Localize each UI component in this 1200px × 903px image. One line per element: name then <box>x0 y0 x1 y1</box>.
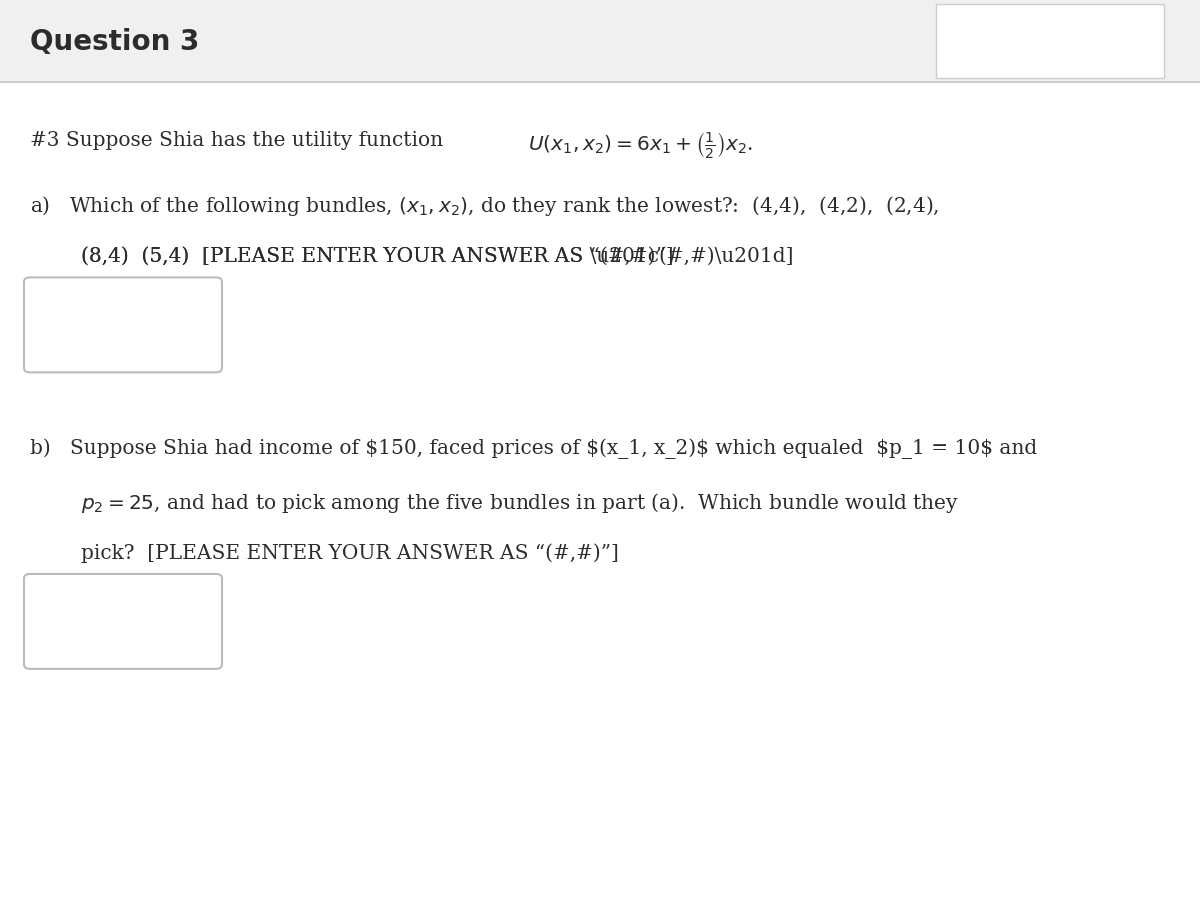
Text: #3 Suppose Shia has the utility function: #3 Suppose Shia has the utility function <box>30 131 456 150</box>
Text: $p_2 = 25$, and had to pick among the five bundles in part (a).  Which bundle wo: $p_2 = 25$, and had to pick among the fi… <box>30 490 959 515</box>
Text: Question 3: Question 3 <box>30 28 199 55</box>
Text: pick?  [PLEASE ENTER YOUR ANSWER AS “(#,#)”]: pick? [PLEASE ENTER YOUR ANSWER AS “(#,#… <box>30 543 619 563</box>
Text: a)   Which of the following bundles, $(x_1, x_2)$, do they rank the lowest?:  (4: a) Which of the following bundles, $(x_1… <box>30 194 940 219</box>
Text: $U(x_1, x_2) = 6x_1 + \left(\frac{1}{2}\right)x_2$.: $U(x_1, x_2) = 6x_1 + \left(\frac{1}{2}\… <box>528 131 754 161</box>
Text: (8,4)  (5,4)  [PLEASE ENTER YOUR ANSWER AS \u201c(#,#)\u201d]: (8,4) (5,4) [PLEASE ENTER YOUR ANSWER AS… <box>30 247 793 265</box>
Text: b)   Suppose Shia had income of $150, faced prices of $(x_1, x_2)$ which equaled: b) Suppose Shia had income of $150, face… <box>30 438 1037 459</box>
Text: (8,4)  (5,4)  [PLEASE ENTER YOUR ANSWER AS “(#,#)”]: (8,4) (5,4) [PLEASE ENTER YOUR ANSWER AS… <box>30 247 673 265</box>
